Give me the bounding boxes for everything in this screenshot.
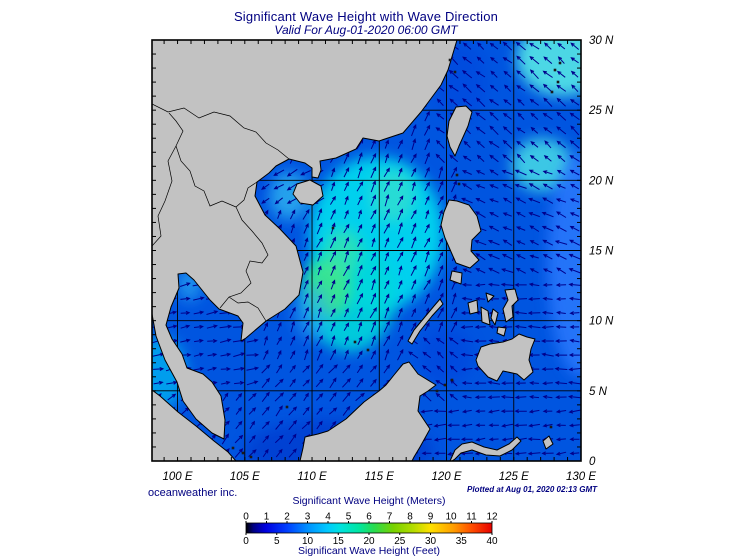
svg-text:0: 0 bbox=[589, 456, 596, 468]
small-island bbox=[435, 389, 439, 393]
svg-text:10: 10 bbox=[445, 512, 457, 523]
legend-title-feet: Significant Wave Height (Feet) bbox=[297, 545, 440, 557]
land-halmahera bbox=[542, 435, 554, 450]
degree-ticks bbox=[152, 40, 582, 461]
svg-text:125 E: 125 E bbox=[499, 471, 529, 483]
legend-title-meters: Significant Wave Height (Meters) bbox=[292, 495, 446, 507]
land-negros bbox=[480, 306, 491, 326]
credit-text: oceanweather inc. bbox=[148, 487, 238, 499]
svg-text:30 N: 30 N bbox=[589, 35, 614, 47]
small-island bbox=[331, 226, 335, 230]
svg-text:40: 40 bbox=[486, 536, 498, 547]
svg-text:10 N: 10 N bbox=[589, 316, 614, 328]
wave-height-patch bbox=[511, 138, 573, 192]
svg-text:7: 7 bbox=[387, 512, 393, 523]
longitude-labels: 100 E 105 E 110 E 115 E 120 E 125 E 130 E bbox=[163, 471, 597, 483]
small-island bbox=[558, 61, 562, 65]
land-masbate bbox=[485, 292, 495, 303]
land-bohol bbox=[496, 326, 507, 337]
svg-text:100 E: 100 E bbox=[163, 471, 193, 483]
svg-text:15: 15 bbox=[333, 536, 345, 547]
land-borneo bbox=[299, 361, 437, 461]
svg-text:3: 3 bbox=[305, 512, 311, 523]
svg-text:4: 4 bbox=[325, 512, 331, 523]
small-island bbox=[448, 58, 452, 62]
svg-text:120 E: 120 E bbox=[431, 471, 461, 483]
small-island bbox=[556, 80, 560, 84]
wave-height-patch bbox=[369, 169, 416, 223]
latitude-labels: 30 N 25 N 20 N 15 N 10 N 5 N 0 bbox=[588, 35, 614, 468]
small-island bbox=[241, 451, 245, 455]
small-island bbox=[353, 340, 357, 344]
chart-valid-time: Valid For Aug-01-2020 06:00 GMT bbox=[274, 23, 458, 37]
small-island bbox=[453, 70, 457, 74]
small-island bbox=[366, 348, 370, 352]
svg-text:6: 6 bbox=[366, 512, 372, 523]
small-island bbox=[549, 425, 553, 429]
svg-text:8: 8 bbox=[407, 512, 413, 523]
colorbar bbox=[245, 522, 493, 534]
svg-text:2: 2 bbox=[284, 512, 290, 523]
colorbar-ticks bbox=[245, 521, 493, 535]
land-sulawesi-north-arm bbox=[449, 436, 522, 461]
small-island bbox=[285, 405, 289, 409]
land-palawan bbox=[407, 298, 444, 345]
wave-height-patch bbox=[516, 40, 581, 97]
land-luzon bbox=[440, 199, 482, 269]
svg-text:130 E: 130 E bbox=[566, 471, 596, 483]
chart-title: Significant Wave Height with Wave Direct… bbox=[233, 9, 499, 24]
colorbar-meter-labels: 0 1 2 3 4 5 6 7 8 9 10 11 12 bbox=[243, 512, 498, 523]
land-samar-leyte bbox=[502, 288, 519, 323]
colorbar-feet-labels: 0 5 10 15 20 25 30 35 40 bbox=[243, 536, 498, 547]
small-island bbox=[249, 455, 253, 459]
land-mindoro bbox=[449, 270, 463, 285]
svg-text:5 N: 5 N bbox=[589, 386, 608, 398]
land-panay bbox=[467, 299, 479, 315]
land-hainan bbox=[292, 179, 324, 206]
wave-height-patch bbox=[325, 228, 361, 276]
land-mindanao bbox=[475, 333, 536, 382]
small-island bbox=[550, 90, 554, 94]
land-sumatra bbox=[152, 389, 237, 461]
small-island bbox=[455, 173, 459, 177]
small-island bbox=[231, 446, 235, 450]
svg-text:20: 20 bbox=[363, 536, 375, 547]
map-clip-group bbox=[152, 40, 581, 461]
svg-text:110 E: 110 E bbox=[297, 471, 327, 483]
svg-text:5: 5 bbox=[274, 536, 280, 547]
svg-text:30: 30 bbox=[425, 536, 437, 547]
svg-text:25: 25 bbox=[394, 536, 406, 547]
small-island bbox=[443, 383, 447, 387]
land-layer bbox=[152, 40, 562, 461]
land-asia-mainland bbox=[152, 40, 458, 440]
small-island bbox=[450, 378, 454, 382]
country-borders bbox=[152, 103, 290, 322]
svg-text:105 E: 105 E bbox=[230, 471, 260, 483]
plotted-timestamp: Plotted at Aug 01, 2020 02:13 GMT bbox=[467, 485, 597, 494]
svg-text:5: 5 bbox=[346, 512, 352, 523]
svg-text:12: 12 bbox=[486, 512, 498, 523]
land-taiwan bbox=[446, 105, 473, 157]
svg-text:35: 35 bbox=[456, 536, 468, 547]
svg-text:9: 9 bbox=[428, 512, 434, 523]
svg-text:20 N: 20 N bbox=[588, 175, 614, 187]
small-island bbox=[457, 182, 461, 186]
svg-text:10: 10 bbox=[302, 536, 314, 547]
svg-text:25 N: 25 N bbox=[588, 105, 614, 117]
svg-text:1: 1 bbox=[264, 512, 270, 523]
land-cebu bbox=[490, 308, 499, 326]
svg-text:11: 11 bbox=[466, 512, 477, 523]
svg-text:15 N: 15 N bbox=[589, 246, 614, 258]
svg-text:115 E: 115 E bbox=[365, 471, 395, 483]
small-island bbox=[553, 68, 557, 72]
svg-text:0: 0 bbox=[243, 536, 249, 547]
svg-text:0: 0 bbox=[243, 512, 249, 523]
